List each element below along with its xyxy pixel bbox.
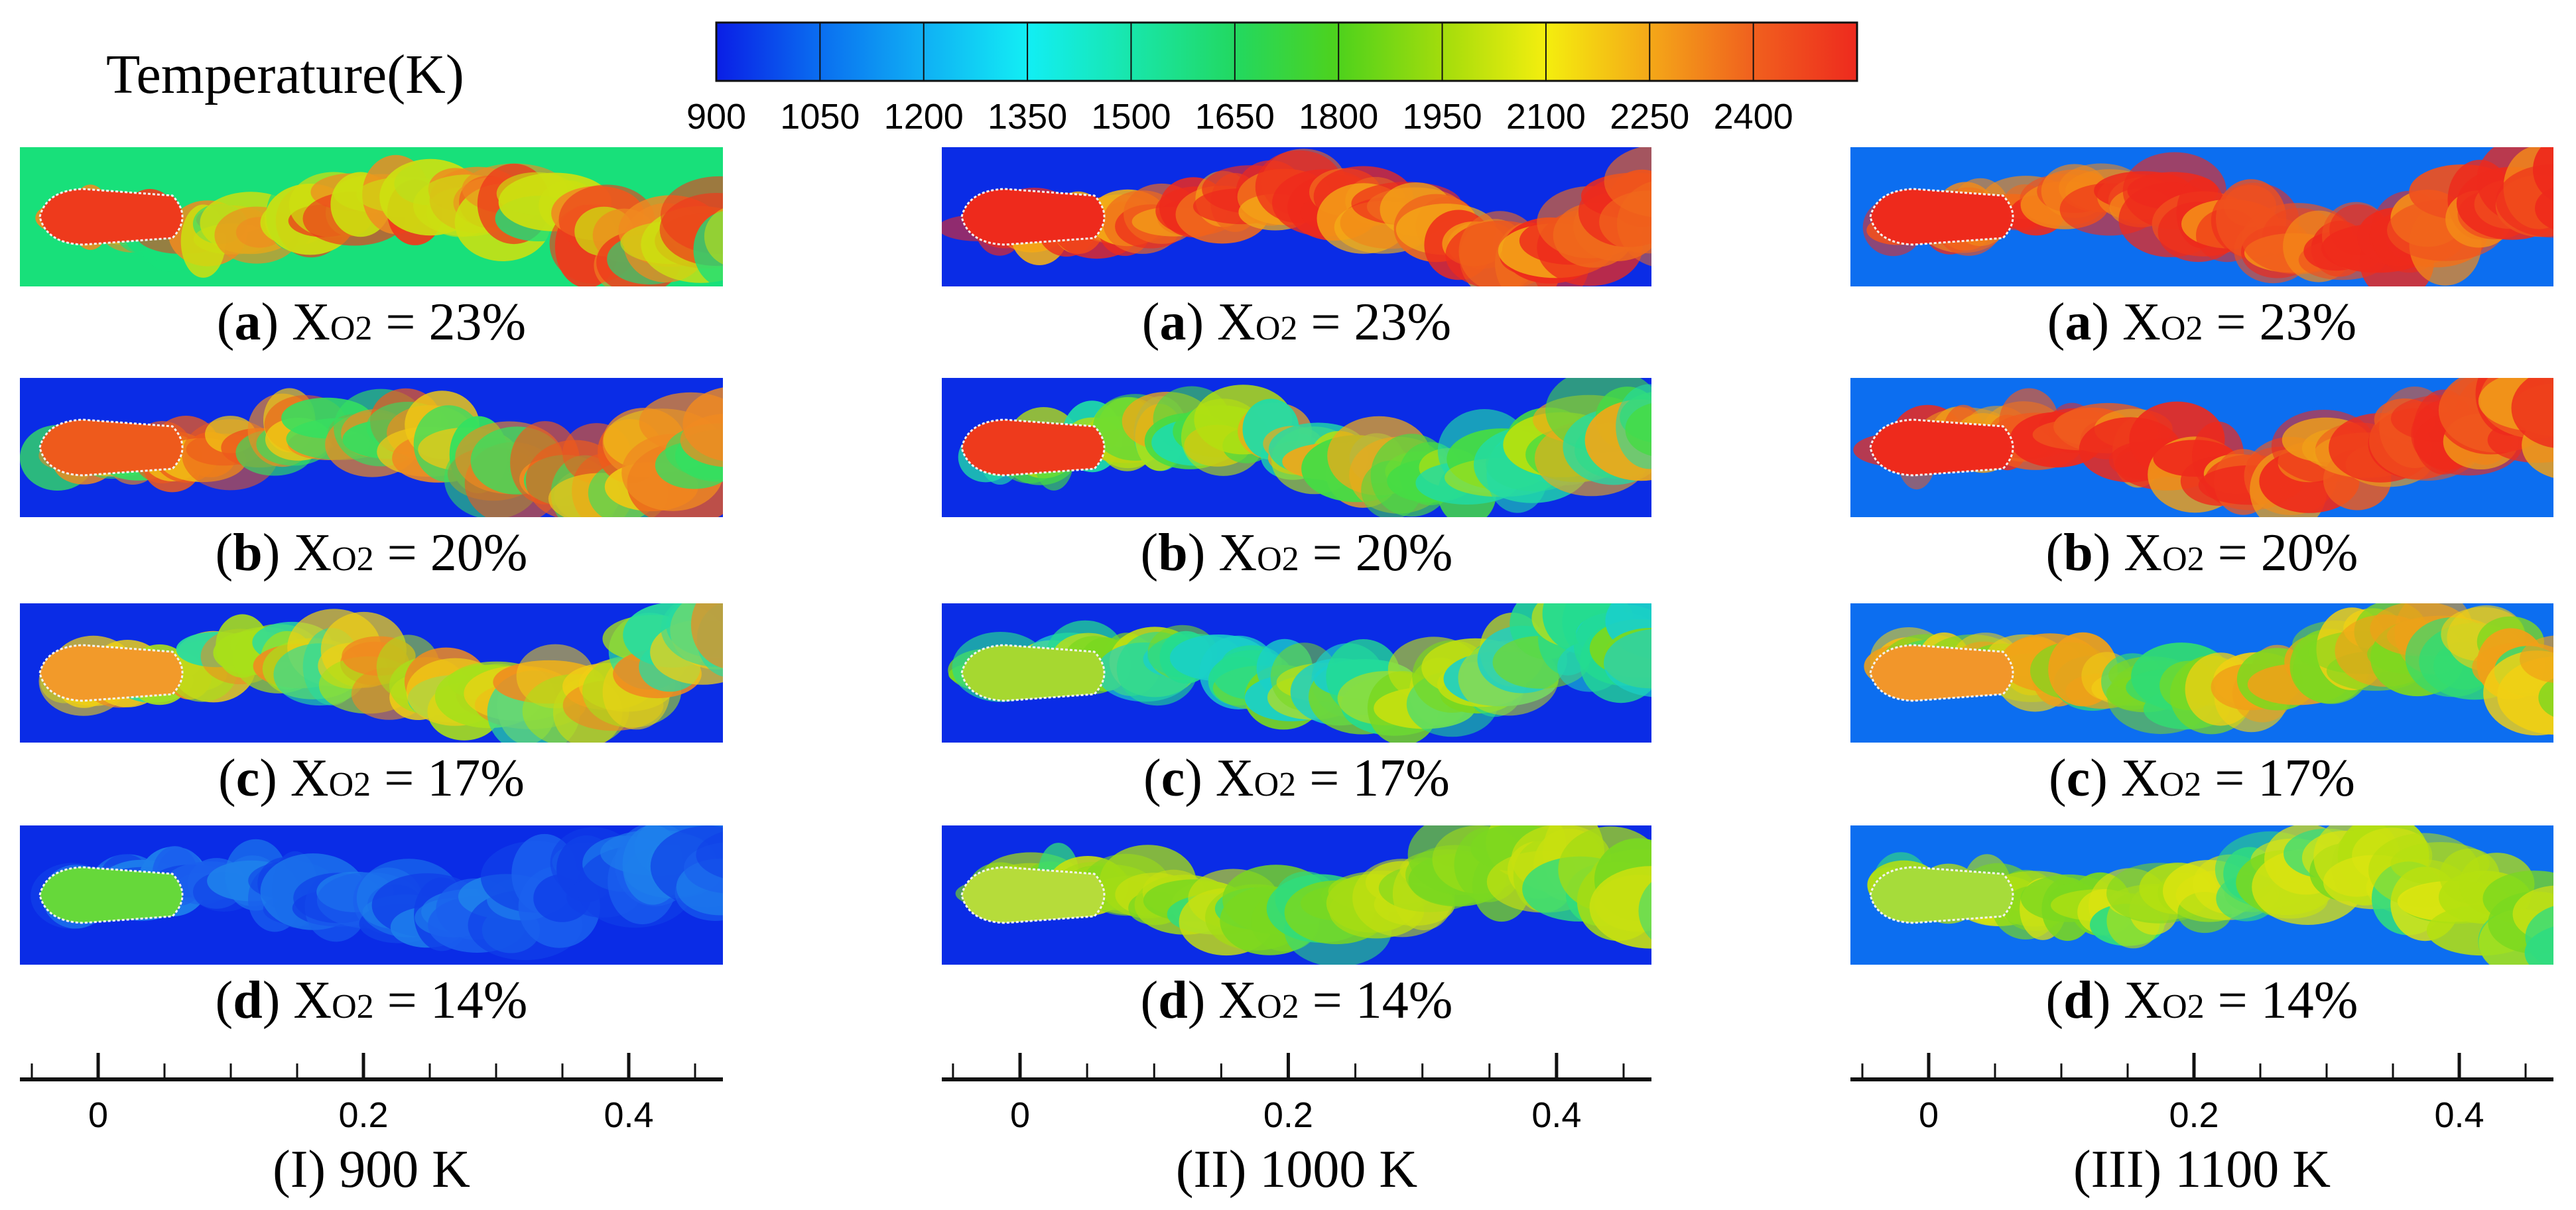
contour-panel: (c) XO2 = 17% — [1850, 590, 2576, 808]
x-axis: 0 0.2 0.4 — [1850, 1053, 2553, 1135]
contour-panel: (a) XO2 = 23% — [1850, 135, 2576, 351]
colorbar-tick-label: 2250 — [1610, 97, 1689, 137]
axis-tick-label: 0.2 — [1263, 1095, 1313, 1135]
column-title: (II) 1000 K — [1176, 1140, 1417, 1199]
panel-caption: (a) XO2 = 23% — [217, 293, 526, 351]
contour-panel: (d) XO2 = 14% — [20, 812, 815, 1030]
spray-core — [962, 420, 1104, 475]
colorbar-tick-label: 2400 — [1714, 97, 1793, 137]
colorbar-tick-label: 1200 — [884, 97, 964, 137]
panel-caption: (d) XO2 = 14% — [1141, 971, 1453, 1030]
spray-core — [1870, 420, 2013, 475]
panel-caption: (b) XO2 = 20% — [216, 524, 528, 582]
colorbar-tick-label: 1350 — [988, 97, 1067, 137]
colorbar-tick-label: 1500 — [1091, 97, 1171, 137]
panel-caption: (c) XO2 = 17% — [2049, 749, 2355, 808]
colorbar-tick-label: 900 — [686, 97, 746, 137]
contour-panel: (d) XO2 = 14% — [1850, 815, 2576, 1030]
colorbar-title: Temperature(K) — [106, 44, 464, 105]
spray-core — [962, 645, 1104, 701]
axis-tick-label: 0 — [88, 1095, 108, 1135]
colorbar-tick-label: 2100 — [1506, 97, 1586, 137]
panel-caption: (b) XO2 = 20% — [2046, 524, 2358, 582]
axis-tick-label: 0 — [1919, 1095, 1939, 1135]
contour-panel: (a) XO2 = 23% — [938, 145, 1719, 351]
spray-core — [40, 645, 182, 701]
column-2: (a) XO2 = 23% (b) XO2 = 20% (c) XO2 = 17% (… — [938, 145, 1728, 1199]
spray-core — [1870, 867, 2013, 923]
contour-panel: (b) XO2 = 20% — [20, 378, 787, 582]
contour-panel: (b) XO2 = 20% — [1850, 352, 2576, 582]
column-title: (I) 900 K — [273, 1140, 470, 1199]
x-axis: 0 0.2 0.4 — [20, 1053, 723, 1135]
axis-tick-label: 0.4 — [1531, 1095, 1581, 1135]
contour-panel: (c) XO2 = 17% — [942, 574, 1723, 808]
colorbar: 900 1050 1200 1350 1500 1650 1800 1950 2100 2250 2… — [686, 23, 1857, 137]
colorbar-gradient — [716, 23, 1857, 81]
spray-core — [1870, 645, 2013, 701]
panel-caption: (a) XO2 = 23% — [1142, 293, 1451, 351]
spray-core — [1870, 189, 2013, 245]
contour-panel: (a) XO2 = 23% — [20, 147, 778, 351]
axis-tick-label: 0.2 — [338, 1095, 388, 1135]
colorbar-tick-label: 1950 — [1402, 97, 1482, 137]
spray-core — [962, 189, 1104, 245]
panel-caption: (b) XO2 = 20% — [1141, 524, 1453, 582]
panel-caption: (a) XO2 = 23% — [2047, 293, 2356, 351]
panel-caption: (c) XO2 = 17% — [218, 749, 525, 808]
column-1: (a) XO2 = 23% (b) XO2 = 20% (c) XO2 = 17% (… — [20, 147, 815, 1199]
column-3: (a) XO2 = 23% (b) XO2 = 20% (c) XO2 = 17% (… — [1850, 135, 2576, 1199]
spray-core — [962, 867, 1104, 923]
panel-caption: (c) XO2 = 17% — [1143, 749, 1450, 808]
contour-panel: (b) XO2 = 20% — [942, 368, 1707, 582]
x-axis: 0 0.2 0.4 — [942, 1053, 1651, 1135]
contour-panel: (c) XO2 = 17% — [20, 580, 777, 808]
axis-tick-label: 0.4 — [604, 1095, 653, 1135]
axis-tick-label: 0.4 — [2434, 1095, 2484, 1135]
contour-panel: (d) XO2 = 14% — [942, 806, 1728, 1030]
spray-core — [40, 420, 182, 475]
spray-core — [40, 867, 182, 923]
panel-grid: (a) XO2 = 23% (b) XO2 = 20% (c) XO2 = 17% (… — [20, 135, 2576, 1199]
axis-tick-label: 0.2 — [2169, 1095, 2219, 1135]
axis-tick-label: 0 — [1010, 1095, 1030, 1135]
colorbar-tick-label: 1050 — [780, 97, 860, 137]
colorbar-tick-label: 1650 — [1195, 97, 1275, 137]
panel-caption: (d) XO2 = 14% — [2046, 971, 2358, 1030]
colorbar-tick-label: 1800 — [1299, 97, 1378, 137]
spray-core — [40, 189, 182, 245]
column-title: (III) 1100 K — [2073, 1140, 2331, 1199]
panel-caption: (d) XO2 = 14% — [216, 971, 528, 1030]
